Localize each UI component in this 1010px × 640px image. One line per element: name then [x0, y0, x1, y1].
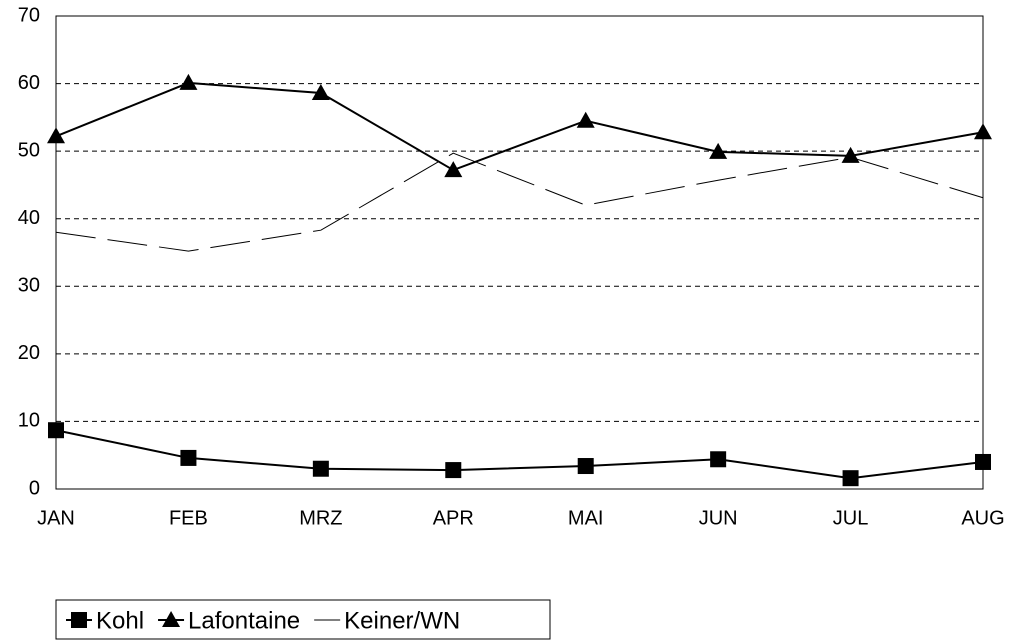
legend-label: Kohl	[96, 607, 144, 634]
x-tick-label: MRZ	[299, 507, 342, 529]
marker	[312, 460, 329, 477]
y-tick-label: 50	[18, 139, 40, 161]
y-tick-label: 20	[18, 342, 40, 364]
legend: Kohl Lafontaine Keiner/WN	[55, 599, 551, 640]
marker	[576, 111, 595, 128]
marker	[47, 127, 65, 144]
x-tick-label: APR	[433, 507, 474, 529]
legend-label: Lafontaine	[188, 607, 300, 634]
x-tick-label: MAI	[568, 507, 604, 529]
marker	[445, 462, 462, 479]
marker	[180, 449, 197, 466]
marker	[975, 453, 991, 470]
marker	[577, 458, 594, 475]
legend-marker	[162, 611, 181, 627]
marker	[444, 161, 463, 178]
series-line	[55, 152, 984, 252]
legend-box	[55, 599, 551, 640]
y-tick-label: 60	[18, 72, 40, 94]
marker	[311, 84, 330, 101]
y-tick-label: 70	[18, 4, 40, 26]
marker	[842, 470, 859, 487]
x-tick-label: JUL	[833, 507, 869, 529]
y-tick-label: 0	[29, 477, 40, 499]
legend-label: Keiner/WN	[344, 607, 460, 634]
x-tick-label: FEB	[169, 507, 208, 529]
y-tick-label: 40	[18, 207, 40, 229]
x-tick-label: AUG	[961, 507, 1004, 529]
x-tick-label: JAN	[37, 507, 75, 529]
legend-marker	[71, 612, 87, 628]
series-line	[55, 81, 984, 172]
plot-frame	[55, 15, 984, 490]
y-tick-label: 10	[18, 410, 40, 432]
series-line	[55, 429, 984, 480]
marker	[710, 451, 727, 468]
x-tick-label: JUN	[699, 507, 738, 529]
marker	[974, 123, 992, 140]
marker	[48, 422, 64, 439]
marker	[709, 142, 728, 159]
y-tick-label: 30	[18, 275, 40, 297]
marker	[179, 73, 198, 90]
